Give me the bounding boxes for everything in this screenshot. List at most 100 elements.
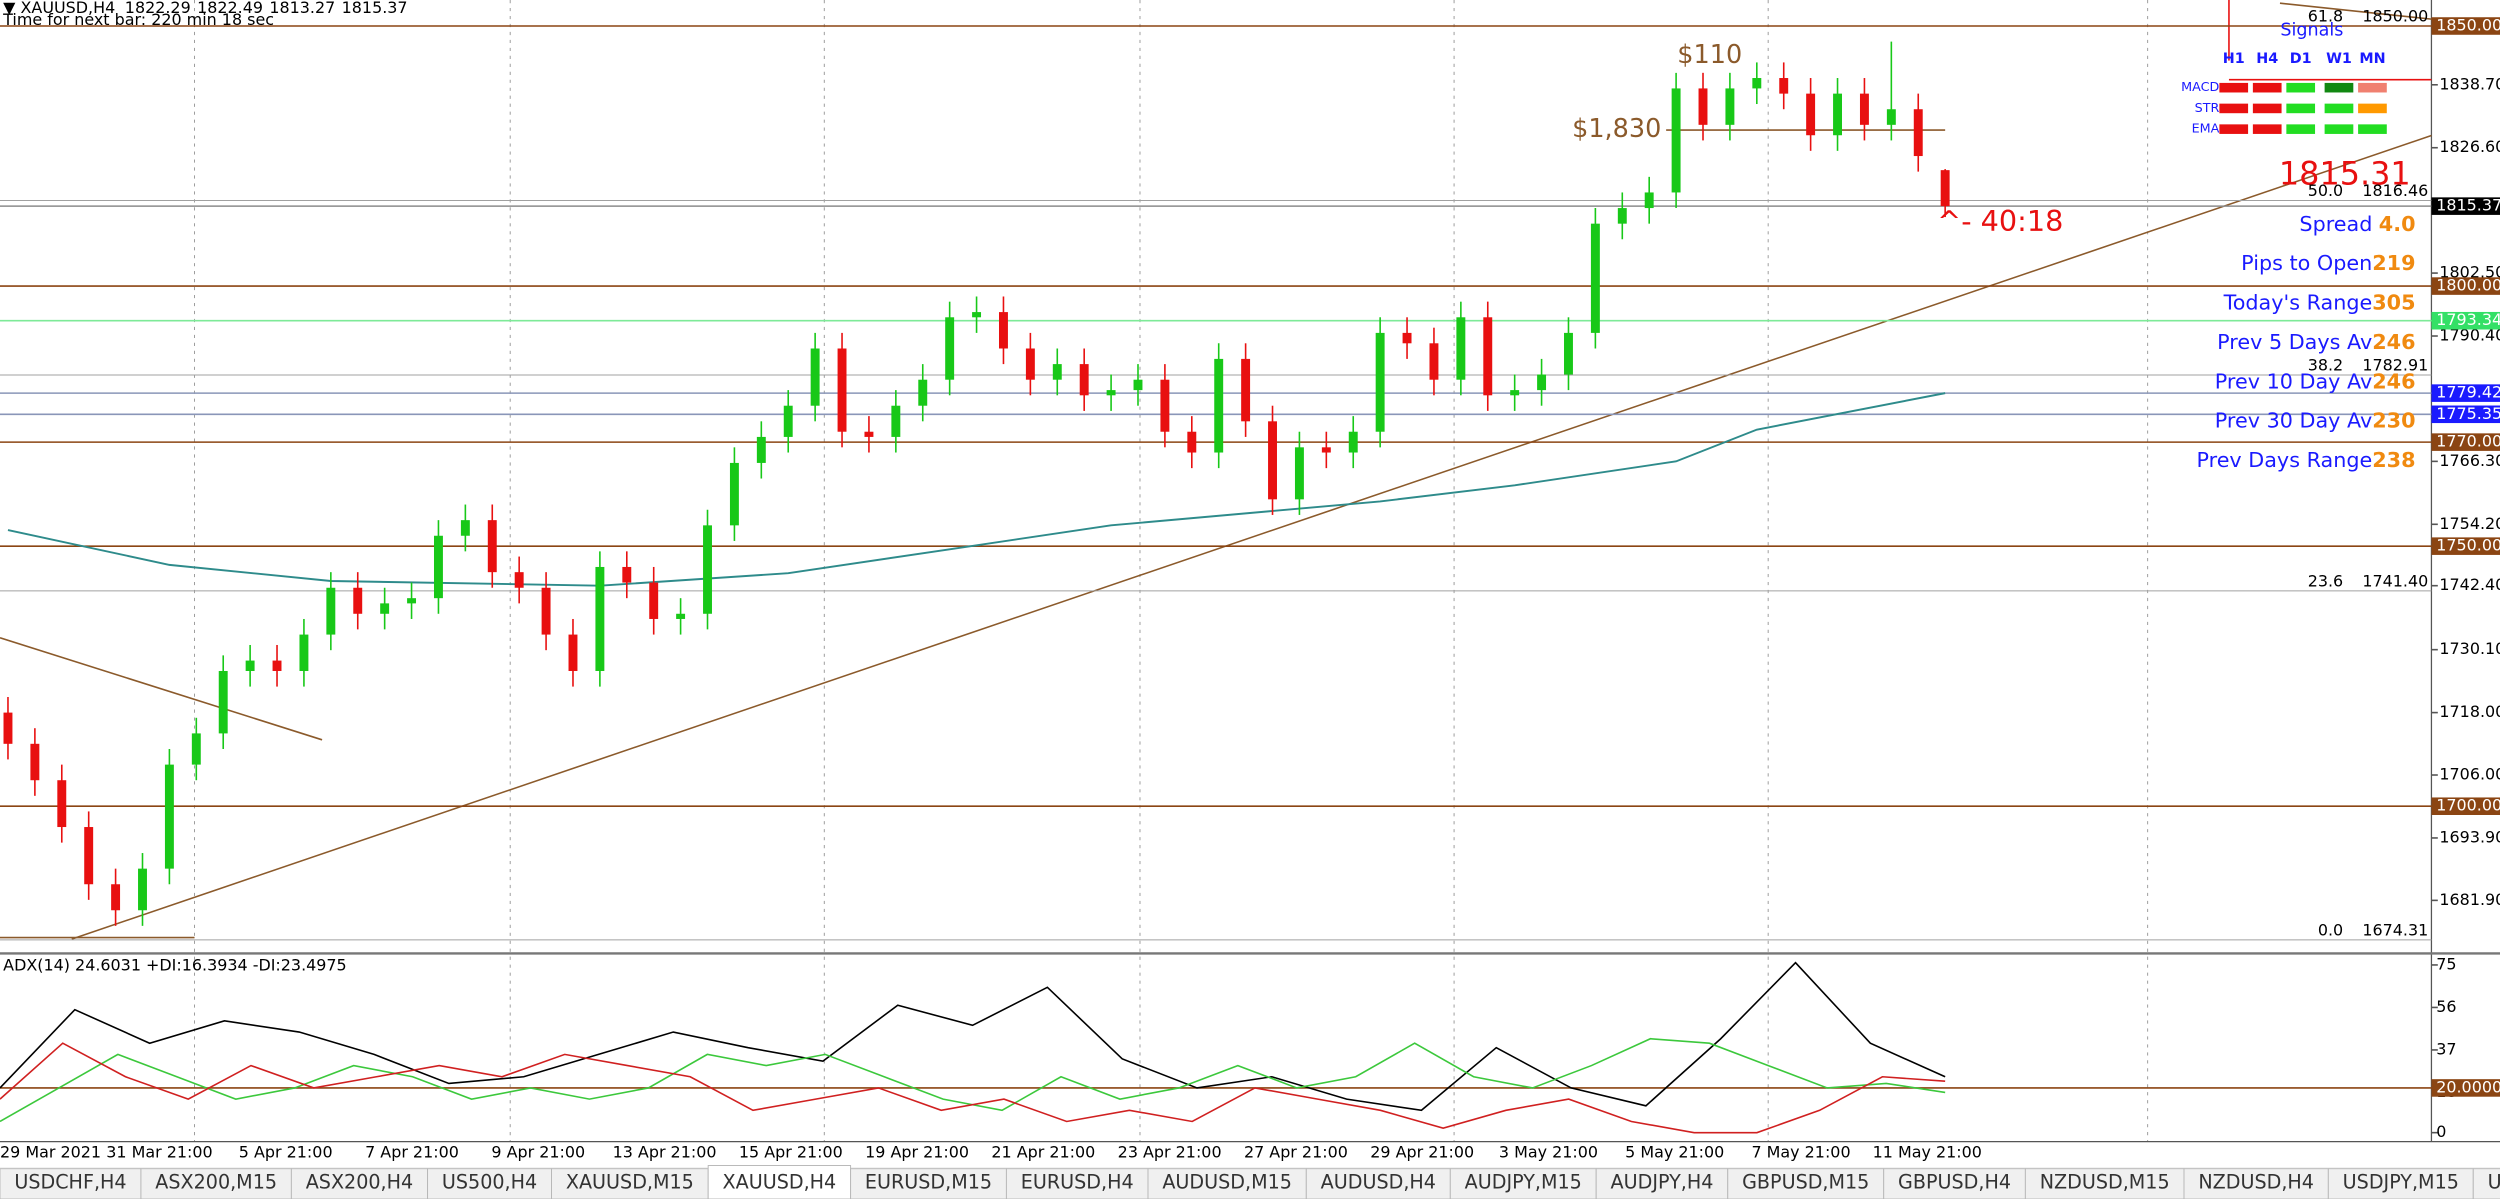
level-box xyxy=(2431,197,2500,215)
tab-label[interactable]: ASX200,H4 xyxy=(306,1171,413,1194)
x-tick-label: 19 Apr 21:00 xyxy=(865,1142,969,1161)
tab-label[interactable]: XAUUSD,H4 xyxy=(723,1171,837,1194)
tab-label[interactable]: NZDUSD,M15 xyxy=(2040,1171,2170,1194)
x-tick-label: 9 Apr 21:00 xyxy=(491,1142,585,1161)
tab-label[interactable]: AUDJPY,M15 xyxy=(1465,1171,1582,1194)
candle-body xyxy=(1214,358,1224,453)
x-tick-label: 27 Apr 21:00 xyxy=(1244,1142,1348,1161)
tab-label[interactable]: USDJPY,M15 xyxy=(2343,1171,2459,1194)
tab-label[interactable]: USDCHF,H4 xyxy=(14,1171,126,1194)
tab-label[interactable]: US500,H4 xyxy=(442,1171,537,1194)
candle-body xyxy=(1187,431,1197,453)
fib-label: 50.0 1816.46 xyxy=(2308,180,2429,199)
signals-column: H4 xyxy=(2256,51,2278,67)
candle-body xyxy=(891,405,901,437)
tab[interactable] xyxy=(2024,1168,2185,1199)
candle-body xyxy=(972,312,982,318)
tab-label[interactable]: GBPUSD,H4 xyxy=(1898,1171,2011,1194)
fib-price: 1850.00 xyxy=(2362,6,2428,25)
candle-body xyxy=(1859,93,1869,125)
tab-label[interactable]: NZDUSD,H4 xyxy=(2198,1171,2314,1194)
tab[interactable] xyxy=(290,1168,429,1199)
candle-body xyxy=(1752,78,1762,89)
candle-body xyxy=(30,743,40,781)
tab[interactable] xyxy=(850,1168,1007,1199)
y-tick-label: 0 xyxy=(2436,1122,2446,1141)
candle-body xyxy=(1537,374,1547,391)
tab-label[interactable]: XAUUSD,M15 xyxy=(566,1171,694,1194)
tab[interactable] xyxy=(1449,1168,1597,1199)
indicator-line xyxy=(0,961,1946,1112)
level-label: 1850.00 xyxy=(2436,16,2500,35)
x-tick-label: 5 Apr 21:00 xyxy=(239,1142,333,1161)
info-line: Today's Range305 xyxy=(2223,291,2416,315)
tab-label[interactable]: AUDJPY,H4 xyxy=(1611,1171,1714,1194)
signal-cell xyxy=(2286,103,2316,114)
x-tick-label: 29 Apr 21:00 xyxy=(1370,1142,1474,1161)
chart-subtitle: Time for next bar: 220 min 18 sec xyxy=(2,10,274,29)
candle-body xyxy=(622,566,632,583)
tab-label[interactable]: EURUSD,M15 xyxy=(865,1171,992,1194)
candle-body xyxy=(1106,390,1116,396)
fib-label: 23.6 1741.40 xyxy=(2308,571,2429,590)
level-box xyxy=(2431,17,2500,35)
candle-body xyxy=(864,431,874,437)
info-value: 246 xyxy=(2372,369,2415,393)
level-box xyxy=(2431,537,2500,555)
indicator-line xyxy=(0,1042,1946,1134)
info-value: 230 xyxy=(2372,409,2415,433)
level-box xyxy=(2431,277,2500,295)
candle-body xyxy=(729,462,739,526)
tab[interactable] xyxy=(2327,1168,2474,1199)
info-value: 219 xyxy=(2372,251,2415,275)
y-tick-label: 1730.10 xyxy=(2439,639,2500,658)
range-annotation: $110 xyxy=(1677,40,1742,70)
tab-label[interactable]: GBPUSD,M15 xyxy=(1742,1171,1869,1194)
fib-price: 1816.46 xyxy=(2362,180,2428,199)
candle-body xyxy=(433,535,443,599)
x-tick-label: 29 Mar 2021 xyxy=(0,1142,101,1161)
tab-label[interactable]: AUDUSD,H4 xyxy=(1321,1171,1436,1194)
x-tick-label: 13 Apr 21:00 xyxy=(613,1142,717,1161)
tab[interactable] xyxy=(0,1168,142,1199)
tab-label[interactable]: ASX200,M15 xyxy=(155,1171,277,1194)
countdown: ^- 40:18 xyxy=(1937,204,2063,238)
fib-ratio: 23.6 xyxy=(2308,571,2343,590)
candle-body xyxy=(3,712,13,744)
candle-body xyxy=(810,348,820,406)
candle-body xyxy=(918,379,928,406)
level-label: 1750.00 xyxy=(2436,536,2500,555)
candle-body xyxy=(568,634,578,671)
candle-body xyxy=(1052,364,1062,380)
tab[interactable] xyxy=(1595,1168,1729,1199)
y-tick-label: 37 xyxy=(2436,1039,2456,1058)
level-label: 1779.42 xyxy=(2436,383,2500,402)
tab-label[interactable]: US xyxy=(2488,1171,2500,1194)
tab-label[interactable]: AUDUSD,M15 xyxy=(1162,1171,1292,1194)
fib-ratio: 0.0 xyxy=(2318,920,2343,939)
tab[interactable] xyxy=(2183,1168,2329,1199)
candle-body xyxy=(676,613,686,619)
candle-body xyxy=(1241,358,1251,422)
tab[interactable] xyxy=(551,1168,709,1199)
info-label: Prev 30 Day Av xyxy=(2215,409,2372,433)
tab[interactable] xyxy=(1883,1168,2026,1199)
candle-body xyxy=(57,780,67,828)
level-label: 1815.37 xyxy=(2436,196,2500,215)
y-tick-label: 1790.40 xyxy=(2439,326,2500,345)
tab[interactable] xyxy=(427,1168,553,1199)
tab[interactable] xyxy=(707,1165,852,1199)
tab[interactable] xyxy=(1147,1168,1307,1199)
info-label: Today's Range xyxy=(2223,291,2373,315)
x-tick-label: 31 Mar 21:00 xyxy=(106,1142,212,1161)
candle-body xyxy=(111,884,121,911)
fib-label: 0.0 1674.31 xyxy=(2318,920,2428,939)
candle-body xyxy=(1564,332,1573,375)
tab-label[interactable]: EURUSD,H4 xyxy=(1021,1171,1134,1194)
chart-title: ▼ XAUUSD,H4 1822.29 1822.49 1813.27 1815.37 xyxy=(3,0,407,16)
signal-cell xyxy=(2219,103,2249,114)
candle-body xyxy=(407,598,417,604)
candle-body xyxy=(245,660,255,671)
info-label: Prev 5 Days Av xyxy=(2217,330,2372,354)
tab[interactable] xyxy=(2472,1168,2500,1199)
